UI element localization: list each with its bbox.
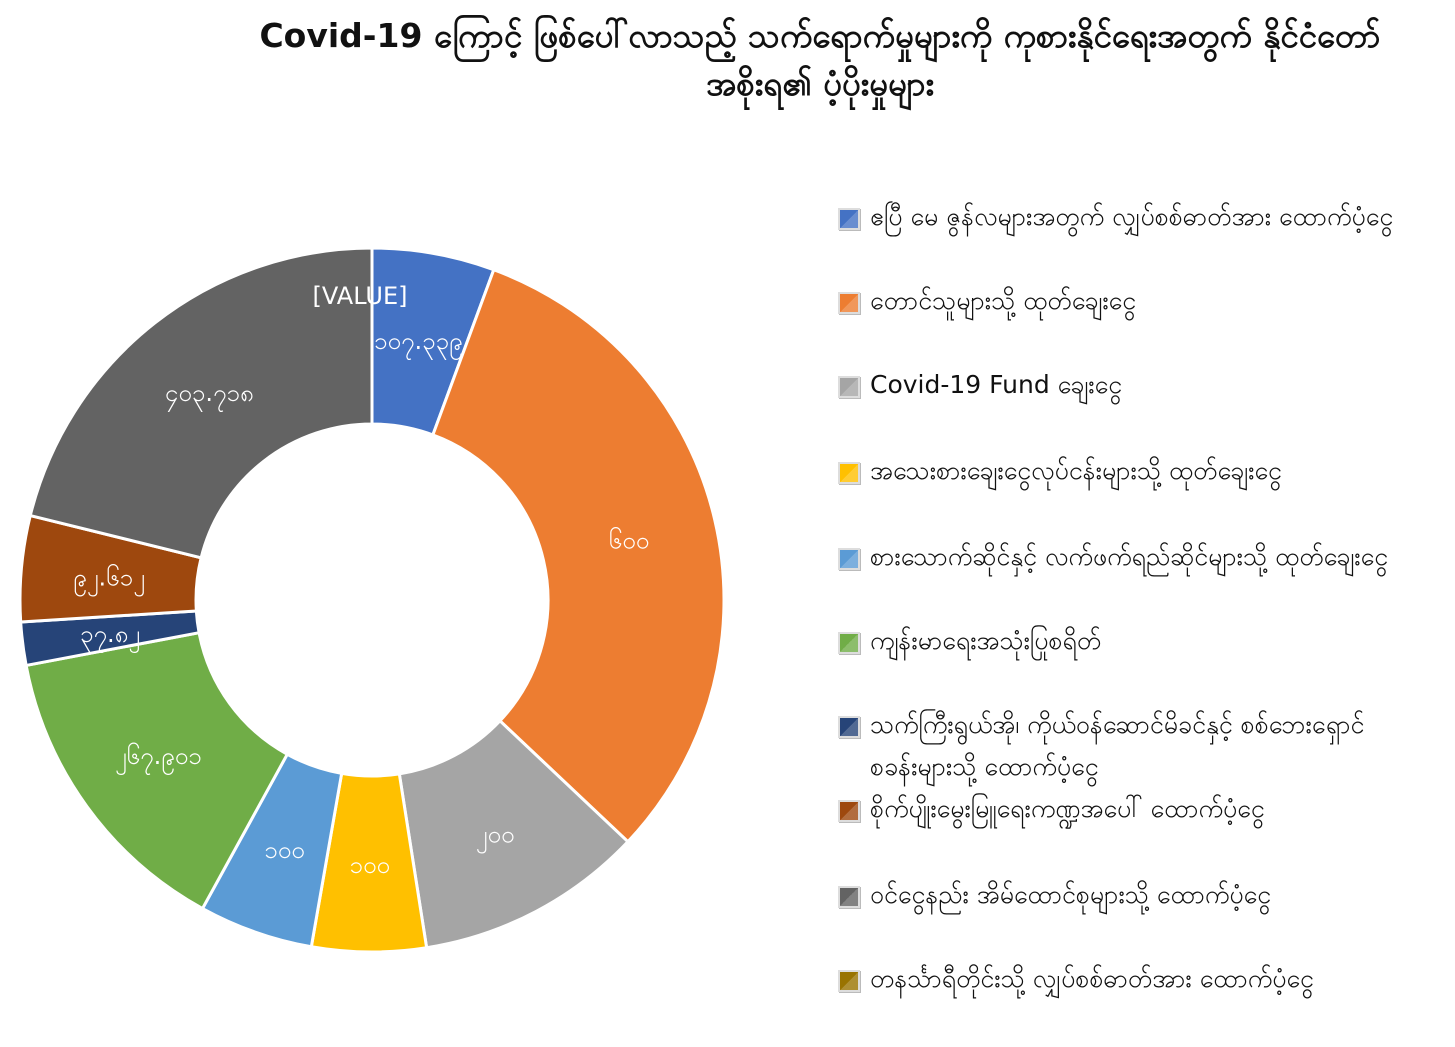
donut-slice (430, 267, 726, 844)
legend-label: ဝင်ငွေနည်း အိမ်ထောင်စုများသို့ ထောက်ပံ့င… (870, 880, 1272, 909)
legend-swatch (838, 462, 860, 484)
legend-swatch (838, 376, 860, 398)
legend-label: စားသောက်ဆိုင်နှင့် လက်ဖက်ရည်ဆိုင်များသို… (870, 542, 1389, 571)
data-label: ၃၇.၈၂ (80, 620, 140, 653)
legend-label: စိုက်ပျိုးမွေးမြူရေးကဏ္ဍအပေါ် ထောက်ပံ့ငွ… (870, 794, 1265, 823)
legend-swatch (838, 886, 860, 908)
legend-swatch (838, 292, 860, 314)
legend-swatch (838, 716, 860, 738)
chart-title: Covid-19 ကြောင့် ဖြစ်ပေါ်လာသည့် သက်ရောက်… (259, 16, 1381, 103)
legend-swatch (838, 632, 860, 654)
data-label: ၉၂.၆၁၂ (73, 562, 145, 596)
data-label: [VALUE] (313, 282, 408, 310)
legend-swatch (838, 548, 860, 570)
data-label: ၄၀၃.၇၁၈ (165, 379, 254, 412)
legend-item: ဧပြီ မေ ဇွန်လများအတွက် လျှပ်စစ်ဓာတ်အား ထ… (838, 196, 1400, 238)
donut-slice (28, 246, 374, 560)
legend-label: အသေးစားချေးငွေလုပ်ငန်းများသို့ ထုတ်ချေးင… (870, 456, 1282, 485)
legend-item: အသေးစားချေးငွေလုပ်ငန်းများသို့ ထုတ်ချေးင… (838, 450, 1400, 492)
legend-item: သက်ကြီးရွယ်အို၊ ကိုယ်ဝန်ဆောင်မိခင်နှင့် … (838, 704, 1400, 788)
legend-item: ဝင်ငွေနည်း အိမ်ထောင်စုများသို့ ထောက်ပံ့င… (838, 874, 1400, 916)
data-label: ၁၀၀ (349, 851, 390, 879)
legend-swatch (838, 970, 860, 992)
legend-label: ဧပြီ မေ ဇွန်လများအတွက် လျှပ်စစ်ဓာတ်အား ထ… (870, 202, 1394, 231)
donut-chart: ၁၀၇.၃၃၉၆၀၀၂၀၀၁၀၀၁၀၀၂၆၇.၉၀၁၃၇.၈၂၉၂.၆၁၂၄၀၃… (18, 246, 726, 954)
legend-swatch (838, 800, 860, 822)
donut-slice (24, 630, 290, 911)
legend-item: တနင်္သာရီတိုင်းသို့ လျှပ်စစ်ဓာတ်အား ထောက… (838, 958, 1400, 1000)
legend-label: ကျန်းမာရေးအသုံးပြုစရိတ် (870, 626, 1102, 655)
legend-label: Covid-19 Fund ချေးငွေ (870, 370, 1123, 399)
legend-swatch (838, 208, 860, 230)
legend-item: Covid-19 Fund ချေးငွေ (838, 364, 1400, 406)
legend-item: ကျန်းမာရေးအသုံးပြုစရိတ် (838, 620, 1400, 662)
data-label: ၁၀၀ (264, 836, 305, 864)
legend-item: တောင်သူများသို့ ထုတ်ချေးငွေ (838, 280, 1400, 322)
data-label: ၆၀၀ (609, 526, 650, 555)
legend-label: သက်ကြီးရွယ်အို၊ ကိုယ်ဝန်ဆောင်မိခင်နှင့် … (870, 710, 1365, 781)
data-label: ၂၀၀ (476, 821, 515, 854)
legend-item: စိုက်ပျိုးမွေးမြူရေးကဏ္ဍအပေါ် ထောက်ပံ့ငွ… (838, 788, 1400, 830)
legend-item: စားသောက်ဆိုင်နှင့် လက်ဖက်ရည်ဆိုင်များသို… (838, 536, 1400, 578)
data-label: ၁၀၇.၃၃၉ (374, 327, 463, 360)
legend-label: တောင်သူများသို့ ထုတ်ချေးငွေ (870, 286, 1137, 315)
legend-label: တနင်္သာရီတိုင်းသို့ လျှပ်စစ်ဓာတ်အား ထောက… (870, 964, 1314, 993)
data-label: ၂၆၇.၉၀၁ (115, 741, 202, 775)
